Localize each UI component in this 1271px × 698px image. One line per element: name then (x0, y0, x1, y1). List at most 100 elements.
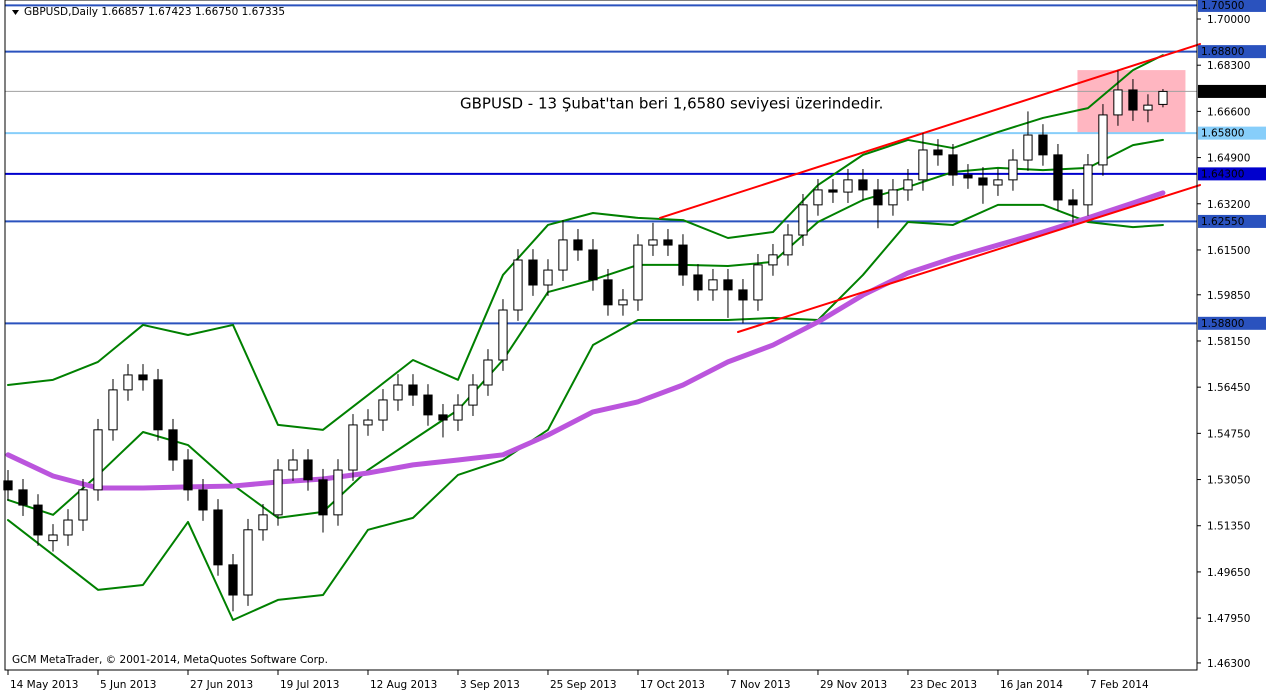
candle-body (318, 479, 328, 516)
candle-body (288, 459, 298, 471)
y-tick-label: 1.68300 (1207, 60, 1250, 72)
candle-body (798, 204, 808, 236)
x-tick-label: 23 Dec 2013 (910, 679, 977, 691)
plot-area (3, 4, 1201, 622)
candle-body (888, 189, 898, 206)
level-label: 1.64300 (1201, 168, 1244, 180)
candle-body (993, 179, 1003, 186)
candle-body (723, 279, 733, 291)
candle-body (183, 459, 193, 491)
y-tick-label: 1.53050 (1207, 475, 1250, 487)
candle-body (18, 489, 28, 506)
candle-body (663, 239, 673, 246)
candle-body (363, 419, 373, 426)
x-tick-label: 7 Nov 2013 (730, 679, 791, 691)
candle-body (198, 489, 208, 511)
x-tick-label: 17 Oct 2013 (640, 679, 705, 691)
level-label: 1.68800 (1201, 46, 1244, 58)
y-tick-label: 1.63200 (1207, 199, 1250, 211)
candle-body (513, 259, 523, 311)
candle-body (843, 179, 853, 193)
candle-body (1113, 89, 1123, 116)
x-tick-label: 12 Aug 2013 (370, 679, 437, 691)
y-tick-label: 1.56450 (1207, 382, 1250, 394)
candle-body (813, 189, 823, 206)
candle-body (1023, 134, 1033, 161)
candle-body (1128, 89, 1138, 111)
candle-body (963, 174, 973, 179)
candle-body (528, 259, 538, 286)
y-tick-label: 1.66600 (1207, 106, 1250, 118)
level-label: 1.65800 (1201, 128, 1244, 140)
chart-header: GBPUSD,Daily 1.66857 1.67423 1.66750 1.6… (24, 6, 285, 18)
y-tick-label: 1.47950 (1207, 613, 1250, 625)
level-label-box (1198, 214, 1266, 228)
candle-body (468, 384, 478, 406)
level-label-box (1198, 84, 1266, 98)
x-tick-label: 5 Jun 2013 (100, 679, 156, 691)
candle-body (108, 389, 118, 431)
candle-body (438, 414, 448, 421)
annotation: GBPUSD - 13 Şubat'tan beri 1,6580 seviye… (460, 95, 883, 113)
candle-body (768, 254, 778, 266)
y-tick-label: 1.70000 (1207, 14, 1250, 26)
y-tick-label: 1.46300 (1207, 658, 1250, 670)
candle-body (678, 244, 688, 276)
candle-body (1083, 164, 1093, 206)
candle-body (948, 154, 958, 176)
candle-body (573, 239, 583, 251)
candle-body (633, 244, 643, 301)
candle-body (63, 519, 73, 536)
candle-body (603, 279, 613, 306)
candle-body (258, 514, 268, 531)
candle-body (333, 469, 343, 516)
candle-body (783, 234, 793, 256)
candle-body (453, 404, 463, 421)
candle-body (1053, 154, 1063, 201)
x-tick-label: 27 Jun 2013 (190, 679, 253, 691)
y-tick-label: 1.64900 (1207, 153, 1250, 165)
candle-body (273, 469, 283, 516)
level-label: 1.62550 (1201, 216, 1244, 228)
candle-body (498, 309, 508, 361)
candle-body (48, 534, 58, 542)
indicator-line (659, 43, 1201, 219)
candle-body (378, 399, 388, 421)
candle-body (588, 249, 598, 281)
candle-body (903, 179, 913, 191)
candle-body (303, 459, 313, 481)
candle-body (738, 289, 748, 301)
candle-body (153, 379, 163, 431)
level-label-box (1198, 45, 1266, 59)
candle-body (33, 504, 43, 536)
candle-body (648, 239, 658, 246)
candle-body (93, 429, 103, 491)
y-tick-label: 1.51350 (1207, 521, 1250, 533)
candle-body (408, 384, 418, 396)
y-tick-label: 1.49650 (1207, 567, 1250, 579)
level-label: 1.70500 (1201, 0, 1244, 12)
candle-body (228, 564, 238, 596)
candle-body (168, 429, 178, 461)
candle-body (858, 179, 868, 191)
candle-body (483, 359, 493, 386)
y-tick-label: 1.59850 (1207, 290, 1250, 302)
y-tick-label: 1.54750 (1207, 428, 1250, 440)
candle-body (1098, 114, 1108, 166)
level-label-box (1198, 167, 1266, 181)
menu-arrow[interactable] (12, 10, 19, 15)
x-tick-label: 16 Jan 2014 (1000, 679, 1063, 691)
x-tick-label: 19 Jul 2013 (280, 679, 339, 691)
x-tick-label: 3 Sep 2013 (460, 679, 520, 691)
candle-body (753, 264, 763, 301)
candle-body (1008, 159, 1018, 181)
candle-body (558, 239, 568, 271)
candle-body (78, 489, 88, 521)
x-tick-label: 29 Nov 2013 (820, 679, 887, 691)
x-tick-label: 25 Sep 2013 (550, 679, 617, 691)
candle-body (123, 374, 133, 391)
candle-body (3, 480, 13, 491)
candle-body (1038, 134, 1048, 156)
